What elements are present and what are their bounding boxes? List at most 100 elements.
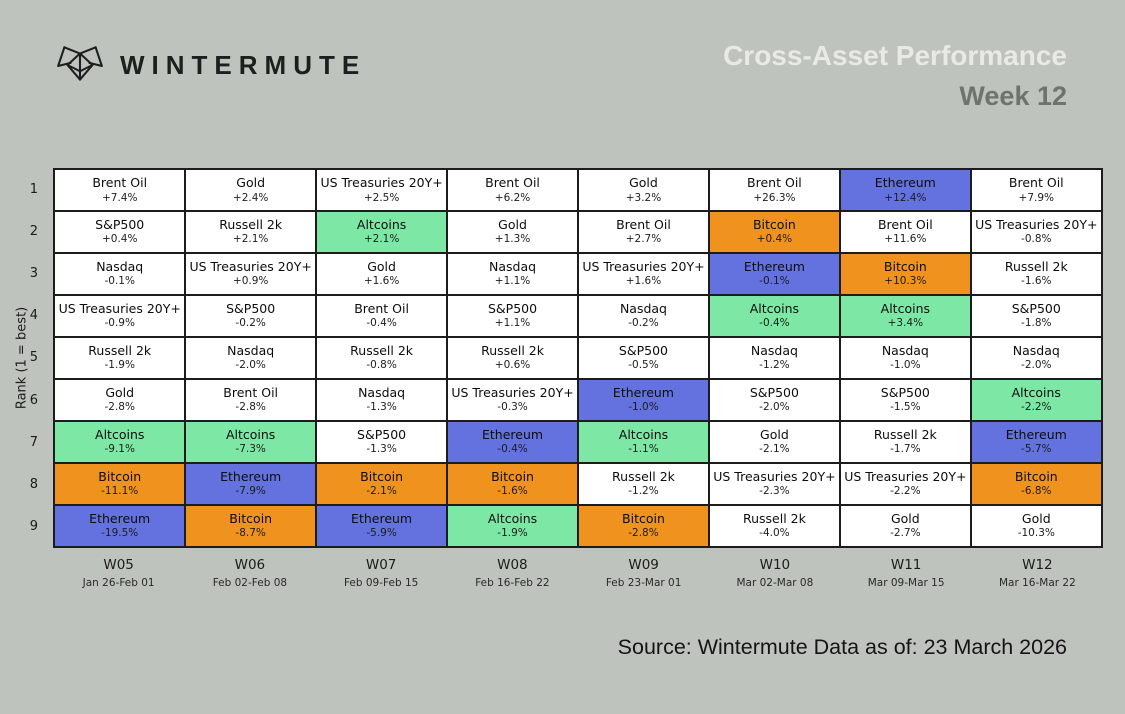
wintermute-logo-icon — [57, 46, 103, 81]
asset-name: Ethereum — [351, 510, 413, 526]
grid-cell-w10-rank9: Russell 2k -4.0% — [709, 505, 840, 546]
week-date-range: Feb 16-Feb 22 — [475, 577, 550, 589]
grid-cell-w10-rank2: Bitcoin +0.4% — [709, 211, 840, 253]
week-label: W11 — [890, 557, 922, 573]
asset-name: Ethereum — [612, 384, 674, 400]
asset-name: Altcoins — [487, 510, 538, 526]
grid-cell-w09-rank9: Bitcoin -2.8% — [578, 505, 709, 546]
asset-change: -11.1% — [101, 485, 139, 498]
rank-tick: 7 — [29, 434, 38, 450]
week-tick-w05: W05 Jan 26-Feb 01 — [53, 557, 184, 589]
asset-change: -7.9% — [235, 485, 266, 498]
asset-name: Nasdaq — [619, 301, 667, 317]
asset-name: Nasdaq — [750, 343, 798, 359]
rank-axis-ticks: 1 2 3 4 5 6 7 8 9 — [0, 168, 47, 548]
grid-cell-w05-rank2: S&P500 +0.4% — [55, 211, 185, 253]
asset-change: -2.1% — [759, 443, 790, 456]
asset-name: S&P500 — [880, 384, 930, 400]
grid-cell-w06-rank1: Gold +2.4% — [185, 170, 316, 211]
asset-change: -0.2% — [628, 317, 659, 330]
asset-name: Nasdaq — [358, 384, 406, 400]
week-label: W10 — [759, 557, 791, 573]
grid-cell-w12-rank2: US Treasuries 20Y+ -0.8% — [971, 211, 1101, 253]
rank-tick: 5 — [29, 350, 38, 366]
rank-tick: 2 — [29, 223, 38, 239]
week-tick-w06: W06 Feb 02-Feb 08 — [184, 557, 315, 589]
asset-name: Nasdaq — [881, 343, 929, 359]
asset-name: Altcoins — [356, 217, 407, 233]
asset-change: +3.2% — [625, 191, 662, 204]
grid-cell-w08-rank1: Brent Oil +6.2% — [447, 170, 578, 211]
grid-cell-w10-rank1: Brent Oil +26.3% — [709, 170, 840, 211]
week-label: W08 — [497, 557, 528, 573]
asset-change: -5.9% — [366, 527, 397, 540]
grid-cell-w10-rank6: S&P500 -2.0% — [709, 379, 840, 421]
grid-cell-w09-rank1: Gold +3.2% — [578, 170, 709, 211]
asset-change: -0.9% — [104, 317, 135, 330]
asset-change: -1.5% — [890, 401, 921, 414]
grid-cell-w06-rank3: US Treasuries 20Y+ +0.9% — [185, 253, 316, 295]
grid-cell-w09-rank5: S&P500 -0.5% — [578, 337, 709, 379]
asset-change: +11.6% — [884, 233, 927, 246]
asset-name: Russell 2k — [873, 426, 937, 442]
asset-change: -0.5% — [628, 359, 659, 372]
grid-cell-w08-rank7: Ethereum -0.4% — [447, 421, 578, 463]
grid-cell-w05-rank1: Brent Oil +7.4% — [55, 170, 185, 211]
rank-tick: 3 — [29, 266, 38, 282]
asset-name: Bitcoin — [622, 510, 665, 526]
week-date-range: Jan 26-Feb 01 — [82, 577, 155, 589]
grid-cell-w11-rank5: Nasdaq -1.0% — [840, 337, 971, 379]
asset-name: Nasdaq — [227, 343, 275, 359]
asset-name: Ethereum — [481, 426, 544, 442]
asset-change: -2.8% — [235, 401, 266, 414]
grid-cell-w11-rank3: Bitcoin +10.3% — [840, 253, 971, 295]
grid-cell-w06-rank7: Altcoins -7.3% — [185, 421, 316, 463]
week-date-range: Mar 16-Mar 22 — [998, 577, 1076, 589]
grid-cell-w12-rank6: Altcoins -2.2% — [971, 379, 1101, 421]
asset-name: Brent Oil — [92, 175, 148, 191]
asset-change: +2.5% — [363, 191, 400, 204]
grid-cell-w07-rank9: Ethereum -5.9% — [316, 505, 447, 546]
asset-name: Bitcoin — [360, 468, 404, 484]
asset-change: -1.7% — [890, 443, 921, 456]
grid-cell-w05-rank7: Altcoins -9.1% — [55, 421, 185, 463]
asset-change: -2.8% — [628, 527, 659, 540]
asset-change: +1.6% — [363, 275, 400, 288]
asset-name: S&P500 — [749, 384, 799, 400]
grid-cell-w09-rank8: Russell 2k -1.2% — [578, 463, 709, 505]
asset-change: -1.3% — [366, 401, 397, 414]
asset-name: Nasdaq — [96, 259, 144, 275]
grid-cell-w05-rank8: Bitcoin -11.1% — [55, 463, 185, 505]
grid-cell-w08-rank5: Russell 2k +0.6% — [447, 337, 578, 379]
asset-change: +0.4% — [101, 233, 138, 246]
grid-cell-w10-rank4: Altcoins -0.4% — [709, 295, 840, 337]
subtitle-week: Week 12 — [959, 81, 1067, 111]
asset-change: +3.4% — [887, 317, 924, 330]
asset-change: -1.6% — [497, 485, 528, 498]
asset-change: -0.4% — [759, 317, 790, 330]
asset-name: Gold — [1021, 510, 1051, 526]
grid-cell-w07-rank5: Russell 2k -0.8% — [316, 337, 447, 379]
asset-name: Gold — [367, 259, 396, 275]
asset-name: US Treasuries 20Y+ — [320, 175, 443, 191]
asset-change: -7.3% — [235, 443, 266, 456]
asset-name: Ethereum — [89, 510, 151, 526]
grid-cell-w09-rank3: US Treasuries 20Y+ +1.6% — [578, 253, 709, 295]
asset-name: S&P500 — [357, 426, 407, 442]
week-date-range: Feb 02-Feb 08 — [212, 577, 288, 589]
grid-cell-w11-rank8: US Treasuries 20Y+ -2.2% — [840, 463, 971, 505]
asset-name: Gold — [105, 384, 135, 400]
asset-change: -9.1% — [104, 443, 135, 456]
asset-name: S&P500 — [226, 301, 276, 317]
asset-change: +0.4% — [756, 233, 793, 246]
grid-cell-w11-rank1: Ethereum +12.4% — [840, 170, 971, 211]
asset-name: S&P500 — [1011, 301, 1061, 317]
rank-tick: 6 — [29, 392, 38, 408]
grid-cell-w10-rank8: US Treasuries 20Y+ -2.3% — [709, 463, 840, 505]
asset-name: Russell 2k — [742, 510, 806, 526]
grid-cell-w07-rank6: Nasdaq -1.3% — [316, 379, 447, 421]
grid-cell-w11-rank9: Gold -2.7% — [840, 505, 971, 546]
grid-cell-w06-rank5: Nasdaq -2.0% — [185, 337, 316, 379]
asset-name: Bitcoin — [491, 468, 534, 484]
asset-change: -1.6% — [1021, 275, 1052, 288]
